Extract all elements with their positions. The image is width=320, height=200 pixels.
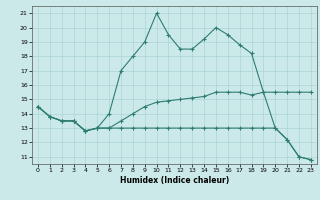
X-axis label: Humidex (Indice chaleur): Humidex (Indice chaleur) <box>120 176 229 185</box>
